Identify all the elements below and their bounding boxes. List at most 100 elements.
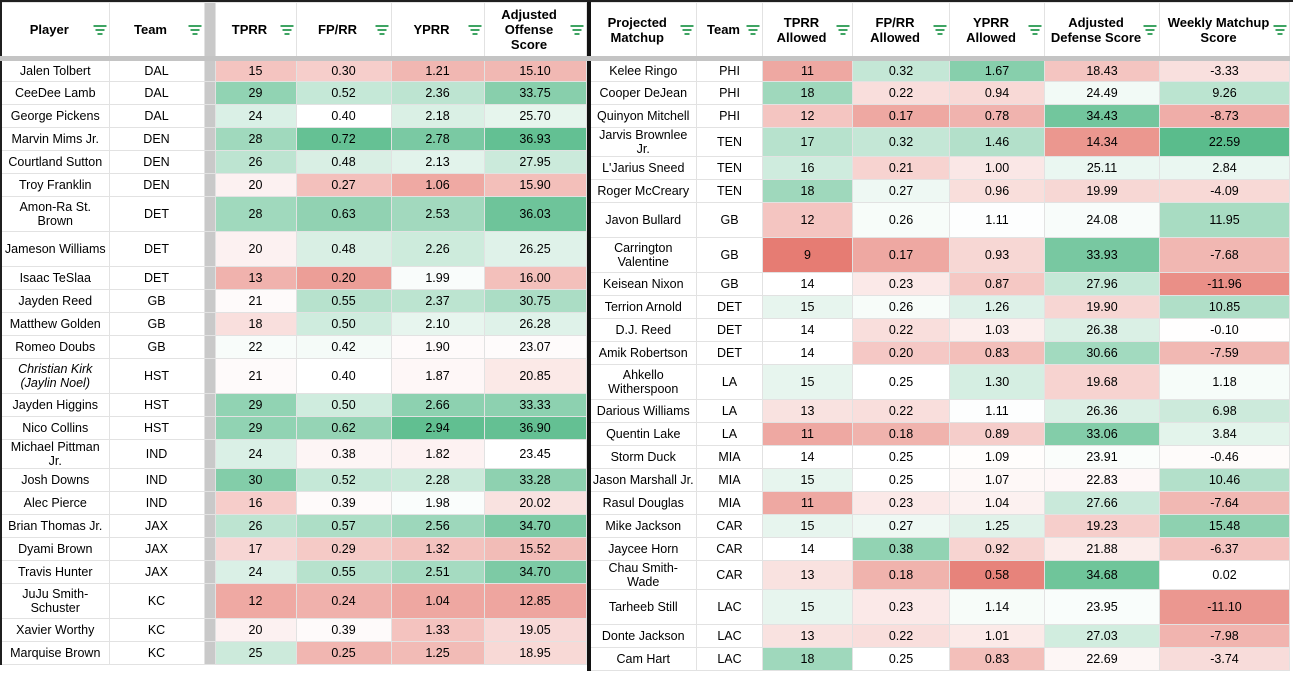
tprr-allowed-cell[interactable]: 18 (762, 81, 853, 105)
offense-player-cell[interactable]: Marquise Brown (0, 641, 110, 665)
yprr-allowed-cell[interactable]: 0.83 (949, 647, 1045, 671)
adj-defense-score-cell[interactable]: 23.91 (1044, 445, 1160, 469)
adj-offense-score-cell[interactable]: 36.90 (483, 416, 587, 440)
fprr-allowed-cell[interactable]: 0.26 (852, 202, 950, 238)
weekly-matchup-score-cell[interactable]: 10.46 (1159, 468, 1290, 492)
tprr-cell[interactable]: 18 (214, 312, 297, 336)
yprr-allowed-cell[interactable]: 1.14 (949, 589, 1045, 625)
yprr-cell[interactable]: 1.33 (390, 618, 485, 642)
fprr-allowed-cell[interactable]: 0.22 (852, 624, 950, 648)
tprr-cell[interactable]: 29 (214, 81, 297, 105)
tprr-cell[interactable]: 12 (214, 583, 297, 619)
adj-offense-score-cell[interactable]: 25.70 (483, 104, 587, 128)
adj-defense-score-cell[interactable]: 34.68 (1044, 560, 1160, 590)
filter-icon[interactable] (375, 24, 389, 35)
weekly-matchup-score-cell[interactable]: -7.98 (1159, 624, 1290, 648)
yprr-allowed-cell[interactable]: 1.11 (949, 202, 1045, 238)
team-cell[interactable]: JAX (108, 514, 205, 538)
weekly-matchup-score-cell[interactable]: 10.85 (1159, 295, 1290, 319)
yprr-cell[interactable]: 2.53 (390, 196, 485, 232)
team-cell[interactable]: DET (108, 266, 205, 290)
fprr-allowed-cell[interactable]: 0.25 (852, 647, 950, 671)
offense-player-cell[interactable]: Christian Kirk (Jaylin Noel) (0, 358, 110, 394)
header-adj-offense-score[interactable]: Adjusted Offense Score (483, 2, 587, 61)
yprr-allowed-cell[interactable]: 1.00 (949, 156, 1045, 180)
tprr-allowed-cell[interactable]: 14 (762, 318, 853, 342)
team-cell[interactable]: CAR (696, 560, 763, 590)
team-cell[interactable]: DET (696, 295, 763, 319)
adj-defense-score-cell[interactable]: 19.99 (1044, 179, 1160, 203)
defense-player-cell[interactable]: Cam Hart (588, 647, 697, 671)
fprr-cell[interactable]: 0.24 (295, 583, 392, 619)
offense-player-cell[interactable]: Marvin Mims Jr. (0, 127, 110, 151)
fprr-cell[interactable]: 0.55 (295, 289, 392, 313)
fprr-allowed-cell[interactable]: 0.27 (852, 514, 950, 538)
adj-offense-score-cell[interactable]: 27.95 (483, 150, 587, 174)
tprr-allowed-cell[interactable]: 9 (762, 237, 853, 273)
defense-player-cell[interactable]: Rasul Douglas (588, 491, 697, 515)
offense-player-cell[interactable]: JuJu Smith-Schuster (0, 583, 110, 619)
adj-defense-score-cell[interactable]: 19.68 (1044, 364, 1160, 400)
weekly-matchup-score-cell[interactable]: -8.73 (1159, 104, 1290, 128)
yprr-cell[interactable]: 1.99 (390, 266, 485, 290)
weekly-matchup-score-cell[interactable]: -11.96 (1159, 272, 1290, 296)
header-team[interactable]: Team (696, 2, 763, 61)
tprr-cell[interactable]: 24 (214, 439, 297, 469)
tprr-allowed-cell[interactable]: 15 (762, 295, 853, 319)
weekly-matchup-score-cell[interactable]: 22.59 (1159, 127, 1290, 157)
header-weekly-matchup-score[interactable]: Weekly Matchup Score (1159, 2, 1290, 61)
fprr-allowed-cell[interactable]: 0.20 (852, 341, 950, 365)
tprr-cell[interactable]: 30 (214, 468, 297, 492)
offense-player-cell[interactable]: Josh Downs (0, 468, 110, 492)
adj-defense-score-cell[interactable]: 33.06 (1044, 422, 1160, 446)
weekly-matchup-score-cell[interactable]: 11.95 (1159, 202, 1290, 238)
yprr-allowed-cell[interactable]: 1.11 (949, 399, 1045, 423)
team-cell[interactable]: DAL (108, 81, 205, 105)
yprr-cell[interactable]: 1.98 (390, 491, 485, 515)
adj-offense-score-cell[interactable]: 16.00 (483, 266, 587, 290)
adj-defense-score-cell[interactable]: 27.96 (1044, 272, 1160, 296)
adj-defense-score-cell[interactable]: 26.36 (1044, 399, 1160, 423)
yprr-cell[interactable]: 1.06 (390, 173, 485, 197)
adj-offense-score-cell[interactable]: 33.75 (483, 81, 587, 105)
adj-defense-score-cell[interactable]: 19.23 (1044, 514, 1160, 538)
adj-defense-score-cell[interactable]: 30.66 (1044, 341, 1160, 365)
fprr-allowed-cell[interactable]: 0.22 (852, 318, 950, 342)
tprr-cell[interactable]: 20 (214, 231, 297, 267)
tprr-cell[interactable]: 24 (214, 560, 297, 584)
weekly-matchup-score-cell[interactable]: 3.84 (1159, 422, 1290, 446)
filter-icon[interactable] (836, 24, 850, 35)
team-cell[interactable]: MIA (696, 491, 763, 515)
fprr-cell[interactable]: 0.50 (295, 312, 392, 336)
yprr-allowed-cell[interactable]: 0.92 (949, 537, 1045, 561)
fprr-cell[interactable]: 0.50 (295, 393, 392, 417)
defense-player-cell[interactable]: Quentin Lake (588, 422, 697, 446)
team-cell[interactable]: DET (696, 341, 763, 365)
tprr-cell[interactable]: 17 (214, 537, 297, 561)
defense-player-cell[interactable]: D.J. Reed (588, 318, 697, 342)
tprr-allowed-cell[interactable]: 14 (762, 445, 853, 469)
adj-defense-score-cell[interactable]: 18.43 (1044, 58, 1160, 82)
offense-player-cell[interactable]: Xavier Worthy (0, 618, 110, 642)
adj-offense-score-cell[interactable]: 12.85 (483, 583, 587, 619)
team-cell[interactable]: DAL (108, 58, 205, 82)
yprr-cell[interactable]: 1.21 (390, 58, 485, 82)
filter-icon[interactable] (1273, 24, 1287, 35)
defense-player-cell[interactable]: Jaycee Horn (588, 537, 697, 561)
yprr-cell[interactable]: 1.25 (390, 641, 485, 665)
adj-offense-score-cell[interactable]: 23.07 (483, 335, 587, 359)
offense-player-cell[interactable]: Isaac TeSlaa (0, 266, 110, 290)
adj-defense-score-cell[interactable]: 22.69 (1044, 647, 1160, 671)
tprr-allowed-cell[interactable]: 12 (762, 202, 853, 238)
adj-offense-score-cell[interactable]: 19.05 (483, 618, 587, 642)
adj-defense-score-cell[interactable]: 22.83 (1044, 468, 1160, 492)
defense-player-cell[interactable]: Donte Jackson (588, 624, 697, 648)
fprr-allowed-cell[interactable]: 0.17 (852, 237, 950, 273)
yprr-allowed-cell[interactable]: 0.87 (949, 272, 1045, 296)
defense-player-cell[interactable]: Storm Duck (588, 445, 697, 469)
yprr-cell[interactable]: 1.90 (390, 335, 485, 359)
fprr-cell[interactable]: 0.39 (295, 618, 392, 642)
yprr-allowed-cell[interactable]: 0.83 (949, 341, 1045, 365)
yprr-allowed-cell[interactable]: 0.89 (949, 422, 1045, 446)
tprr-allowed-cell[interactable]: 15 (762, 589, 853, 625)
